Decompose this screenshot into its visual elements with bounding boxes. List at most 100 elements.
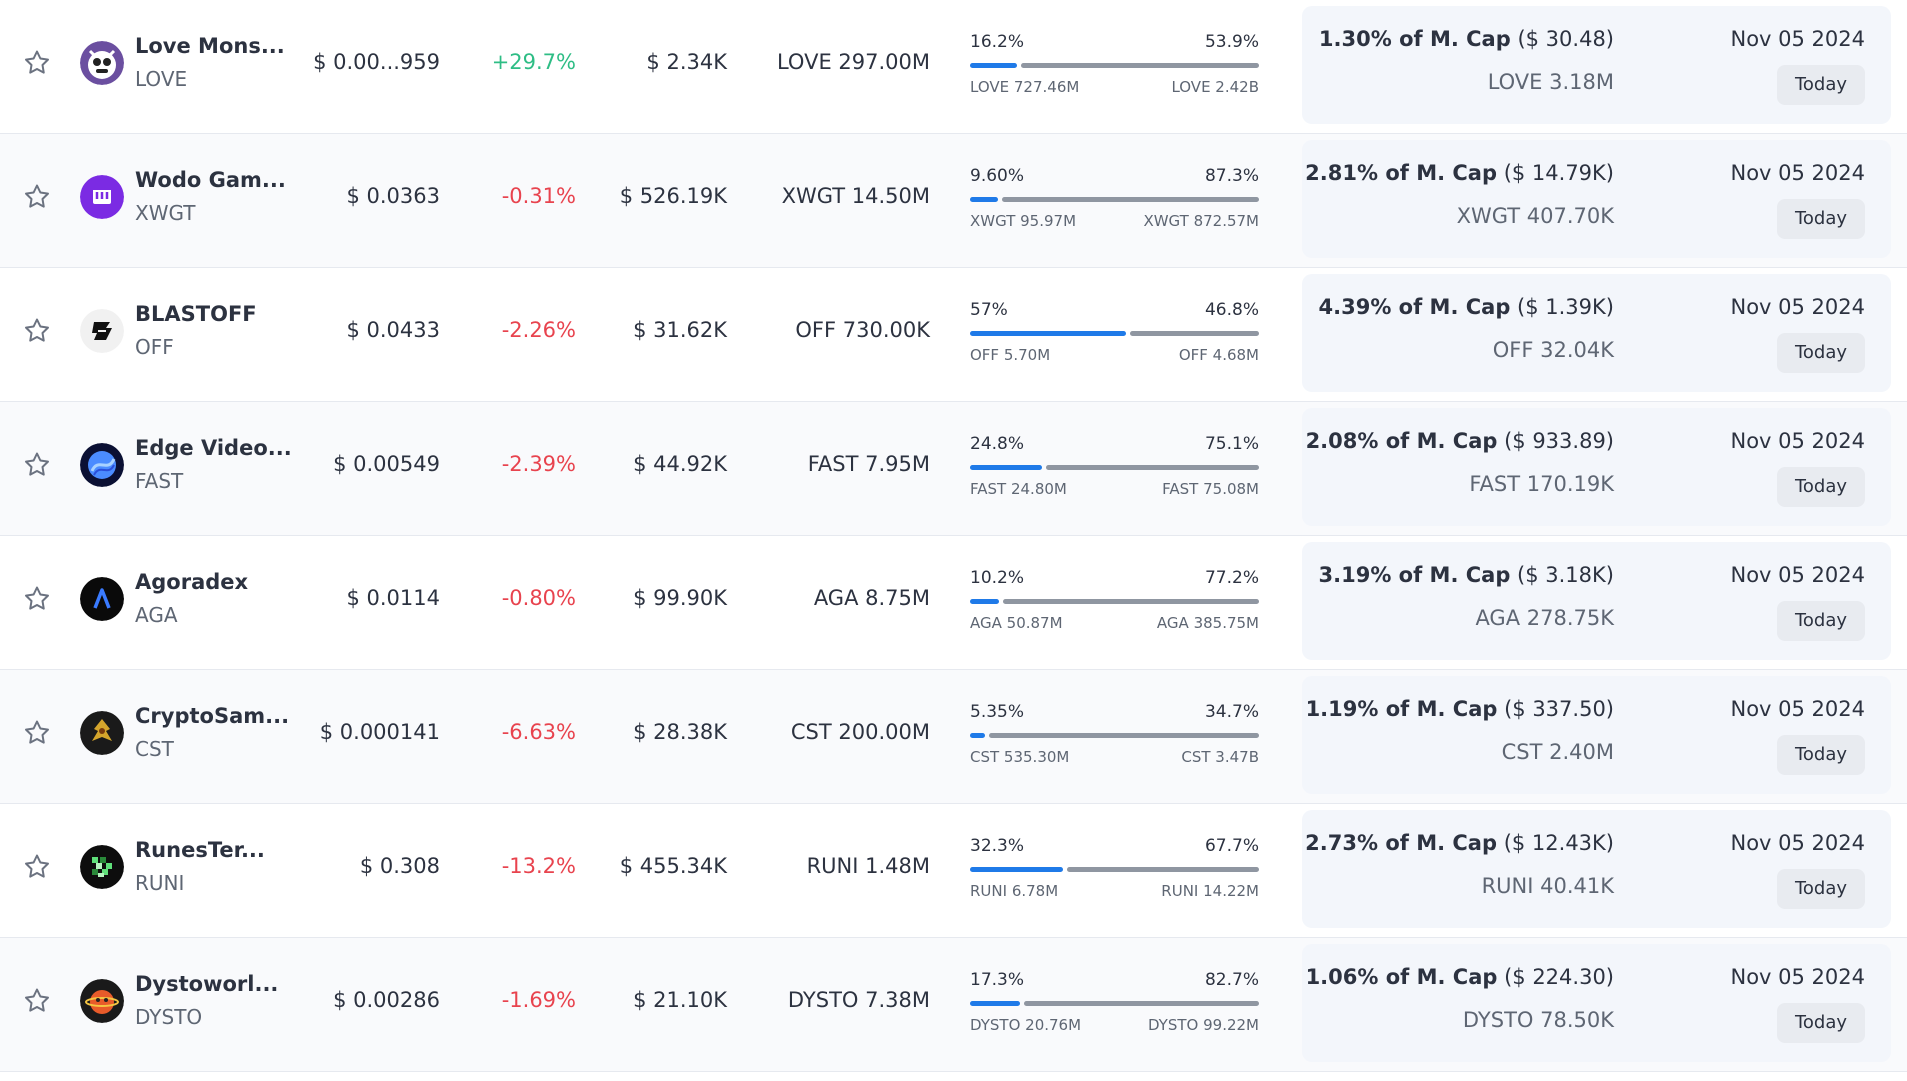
unlocked-tokens: AGA 50.87M <box>970 614 1063 632</box>
unlocked-percent: 17.3% <box>970 970 1025 990</box>
locked-tokens: DYSTO 99.22M <box>1147 1016 1259 1034</box>
next-unlock-mcap: 1.30% of M. Cap ($ 30.48) <box>1319 27 1614 51</box>
token-name[interactable]: CryptoSam... <box>135 704 290 728</box>
unlock-date: Nov 05 2024 <box>1730 831 1865 855</box>
trading-volume: $ 526.19K <box>619 184 727 208</box>
token-name[interactable]: Love Mons... <box>135 34 285 58</box>
locked-tokens: XWGT 872.57M <box>1143 212 1259 230</box>
unlocked-segment <box>970 599 999 604</box>
unlock-progress-bar <box>970 867 1259 872</box>
mcap-percent: 2.08% of M. Cap <box>1305 429 1498 453</box>
unlocked-percent: 9.60% <box>970 166 1025 186</box>
unlocked-percent: 10.2% <box>970 568 1025 588</box>
unlock-progress-bar <box>970 465 1259 470</box>
countdown-badge[interactable]: Today <box>1776 199 1865 239</box>
unlock-date: Nov 05 2024 <box>1730 295 1865 319</box>
token-name[interactable]: Agoradex <box>135 570 249 594</box>
next-unlock-mcap: 1.19% of M. Cap ($ 337.50) <box>1306 697 1614 721</box>
unlock-date: Nov 05 2024 <box>1730 697 1865 721</box>
unlock-progress-bar <box>970 733 1259 738</box>
unlocked-segment <box>970 867 1063 872</box>
token-price: $ 0.00...959 <box>313 50 440 74</box>
unlock-amount: CST 200.00M <box>790 720 930 744</box>
price-change: -2.26% <box>501 318 576 342</box>
countdown-badge[interactable]: Today <box>1776 1003 1865 1043</box>
token-name[interactable]: Dystoworl... <box>135 972 279 996</box>
unlock-progress-bar <box>970 599 1259 604</box>
unlocked-segment <box>970 63 1017 68</box>
star-outline-icon[interactable] <box>22 584 52 614</box>
countdown-badge[interactable]: Today <box>1776 333 1865 373</box>
table-row[interactable]: Agoradex AGA $ 0.0114 -0.80% $ 99.90K AG… <box>0 536 1907 670</box>
token-name[interactable]: RunesTer... <box>135 838 265 862</box>
mcap-percent: 3.19% of M. Cap <box>1318 563 1511 587</box>
unlock-usd-value: ($ 337.50) <box>1504 697 1614 721</box>
countdown-badge[interactable]: Today <box>1776 735 1865 775</box>
token-name[interactable]: Edge Video... <box>135 436 292 460</box>
next-unlock-tokens: FAST 170.19K <box>1469 472 1614 496</box>
star-outline-icon[interactable] <box>22 718 52 748</box>
star-outline-icon[interactable] <box>22 182 52 212</box>
token-name[interactable]: BLASTOFF <box>135 302 257 326</box>
unlock-date: Nov 05 2024 <box>1730 161 1865 185</box>
unlocked-tokens: FAST 24.80M <box>970 480 1067 498</box>
locked-segment <box>1024 1001 1259 1006</box>
token-price: $ 0.0363 <box>346 184 440 208</box>
locked-percent: 82.7% <box>1204 970 1259 990</box>
next-unlock-mcap: 4.39% of M. Cap ($ 1.39K) <box>1319 295 1614 319</box>
unlock-usd-value: ($ 3.18K) <box>1517 563 1614 587</box>
locked-segment <box>1021 63 1259 68</box>
unlock-date: Nov 05 2024 <box>1730 563 1865 587</box>
unlocked-segment <box>970 733 985 738</box>
star-outline-icon[interactable] <box>22 852 52 882</box>
locked-percent: 77.2% <box>1204 568 1259 588</box>
trading-volume: $ 455.34K <box>619 854 727 878</box>
next-unlock-mcap: 1.06% of M. Cap ($ 224.30) <box>1306 965 1614 989</box>
table-row[interactable]: Wodo Gam... XWGT $ 0.0363 -0.31% $ 526.1… <box>0 134 1907 268</box>
next-unlock-tokens: AGA 278.75K <box>1475 606 1614 630</box>
countdown-badge[interactable]: Today <box>1776 869 1865 909</box>
table-row[interactable]: RunesTer... RUNI $ 0.308 -13.2% $ 455.34… <box>0 804 1907 938</box>
locked-tokens: AGA 385.75M <box>1156 614 1259 632</box>
next-unlock-tokens: OFF 32.04K <box>1492 338 1614 362</box>
price-change: -0.31% <box>501 184 576 208</box>
star-outline-icon[interactable] <box>22 450 52 480</box>
next-unlock-mcap: 2.81% of M. Cap ($ 14.79K) <box>1305 161 1614 185</box>
unlock-date: Nov 05 2024 <box>1730 965 1865 989</box>
star-outline-icon[interactable] <box>22 986 52 1016</box>
table-row[interactable]: Dystoworl... DYSTO $ 0.00286 -1.69% $ 21… <box>0 938 1907 1072</box>
token-price: $ 0.0114 <box>346 586 440 610</box>
token-symbol: AGA <box>135 603 178 627</box>
unlocked-tokens: OFF 5.70M <box>970 346 1051 364</box>
locked-segment <box>1130 331 1259 336</box>
star-outline-icon[interactable] <box>22 48 52 78</box>
locked-percent: 34.7% <box>1204 702 1259 722</box>
star-outline-icon[interactable] <box>22 316 52 346</box>
dystoworld-logo <box>80 979 124 1023</box>
trading-volume: $ 28.38K <box>633 720 727 744</box>
token-symbol: DYSTO <box>135 1005 203 1029</box>
unlocked-percent: 32.3% <box>970 836 1025 856</box>
locked-segment <box>1046 465 1259 470</box>
table-row[interactable]: Love Mons... LOVE $ 0.00...959 +29.7% $ … <box>0 0 1907 134</box>
next-unlock-mcap: 2.08% of M. Cap ($ 933.89) <box>1306 429 1614 453</box>
locked-tokens: LOVE 2.42B <box>1171 78 1259 96</box>
token-name[interactable]: Wodo Gam... <box>135 168 286 192</box>
unlocked-percent: 16.2% <box>970 32 1025 52</box>
countdown-badge[interactable]: Today <box>1776 601 1865 641</box>
unlock-amount: XWGT 14.50M <box>781 184 930 208</box>
countdown-badge[interactable]: Today <box>1776 467 1865 507</box>
unlock-amount: FAST 7.95M <box>807 452 930 476</box>
runesterminal-logo <box>80 845 124 889</box>
unlocked-tokens: LOVE 727.46M <box>970 78 1080 96</box>
table-row[interactable]: CryptoSam... CST $ 0.000141 -6.63% $ 28.… <box>0 670 1907 804</box>
countdown-badge[interactable]: Today <box>1776 65 1865 105</box>
next-unlock-tokens: CST 2.40M <box>1501 740 1614 764</box>
unlock-amount: DYSTO 7.38M <box>787 988 930 1012</box>
mcap-percent: 1.19% of M. Cap <box>1305 697 1498 721</box>
locked-tokens: RUNI 14.22M <box>1161 882 1259 900</box>
unlock-usd-value: ($ 933.89) <box>1504 429 1614 453</box>
table-row[interactable]: BLASTOFF OFF $ 0.0433 -2.26% $ 31.62K OF… <box>0 268 1907 402</box>
table-row[interactable]: Edge Video... FAST $ 0.00549 -2.39% $ 44… <box>0 402 1907 536</box>
